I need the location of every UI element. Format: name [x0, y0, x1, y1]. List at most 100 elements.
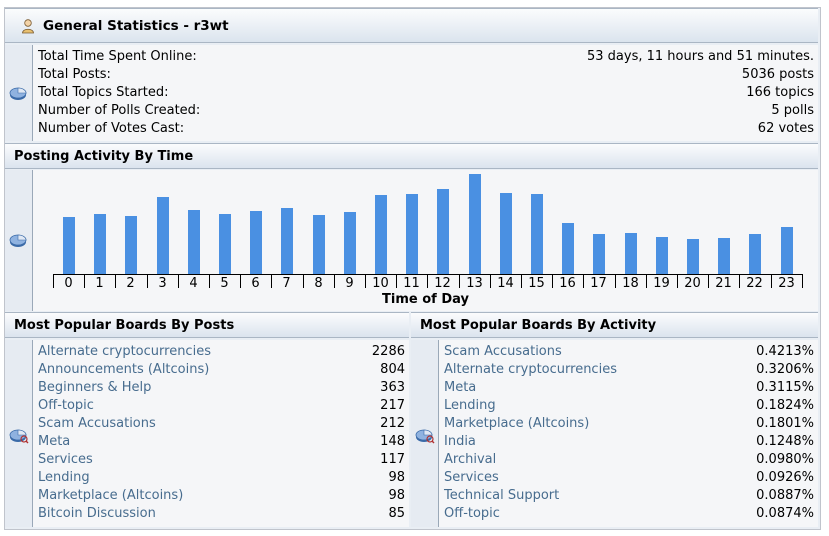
general-row: Number of Polls Created: 5 polls — [38, 102, 814, 120]
boards-activity-row: Scam Accusations 0.4213% — [444, 343, 814, 361]
chart-tick — [459, 274, 460, 288]
board-value: 0.1248% — [756, 434, 814, 449]
chart-bar — [344, 212, 356, 274]
board-value: 117 — [380, 452, 405, 467]
boards-by-posts-title: Most Popular Boards By Posts — [14, 318, 235, 333]
posting-activity-chart: 0 1 2 3 4 5 6 7 8 9 10 11 12 13 14 15 16 17 18 19 20 21 22 23 — [33, 170, 818, 311]
chart-bar — [281, 208, 293, 274]
board-link[interactable]: Marketplace (Altcoins) — [38, 488, 184, 503]
chart-bar — [718, 238, 730, 274]
chart-bar — [250, 211, 262, 274]
boards-posts-row: Alternate cryptocurrencies 2286 — [38, 343, 405, 361]
board-value: 0.0980% — [756, 452, 814, 467]
chart-x-tick-label: 4 — [189, 276, 198, 291]
board-value: 217 — [380, 398, 405, 413]
board-link[interactable]: Alternate cryptocurrencies — [38, 344, 211, 359]
chart-x-tick-label: 6 — [251, 276, 260, 291]
chart-bar — [406, 194, 418, 274]
boards-activity-row: Alternate cryptocurrencies 0.3206% — [444, 361, 814, 379]
posting-activity-panel: 0 1 2 3 4 5 6 7 8 9 10 11 12 13 14 15 16 17 18 19 20 21 22 23 T… — [33, 170, 818, 311]
chart-bar — [625, 233, 637, 274]
chart-tick — [802, 274, 803, 288]
chart-tick — [147, 274, 148, 288]
activity-boards-icon-column — [411, 340, 439, 527]
board-link[interactable]: Scam Accusations — [444, 344, 562, 359]
chart-bar — [94, 214, 106, 274]
general-row: Total Posts: 5036 posts — [38, 66, 814, 84]
chart-x-tick-label: 21 — [715, 276, 732, 291]
board-link[interactable]: Services — [444, 470, 499, 485]
chart-bar — [593, 234, 605, 274]
chart-tick — [739, 274, 740, 288]
board-link[interactable]: Services — [38, 452, 93, 467]
board-link[interactable]: Marketplace (Altcoins) — [444, 416, 590, 431]
boards-by-activity-panel: Scam Accusations 0.4213% Alternate cryptoc… — [439, 340, 818, 527]
chart-x-tick-label: 10 — [372, 276, 389, 291]
chart-tick — [303, 274, 304, 288]
boards-by-activity-header: Most Popular Boards By Activity — [411, 312, 818, 338]
stat-label: Total Posts: — [38, 67, 111, 82]
chart-x-tick-label: 20 — [684, 276, 701, 291]
general-statistics-title: General Statistics - r3wt — [43, 18, 229, 34]
chart-tick — [521, 274, 522, 288]
pie-chart-icon — [415, 426, 435, 448]
chart-tick — [209, 274, 210, 288]
board-link[interactable]: Meta — [444, 380, 477, 395]
chart-bar — [781, 227, 793, 274]
board-value: 0.0874% — [756, 506, 814, 521]
chart-tick — [271, 274, 272, 288]
chart-x-tick-label: 13 — [466, 276, 483, 291]
chart-tick — [552, 274, 553, 288]
boards-posts-row: Marketplace (Altcoins) 98 — [38, 487, 405, 505]
board-link[interactable]: Beginners & Help — [38, 380, 152, 395]
board-value: 148 — [380, 434, 405, 449]
chart-bar — [656, 237, 668, 274]
board-link[interactable]: Archival — [444, 452, 497, 467]
pie-chart-icon — [9, 85, 27, 105]
board-link[interactable]: Technical Support — [444, 488, 560, 503]
chart-x-tick-label: 23 — [778, 276, 795, 291]
board-link[interactable]: India — [444, 434, 476, 449]
general-icon-column — [5, 45, 33, 141]
chart-x-tick-label: 12 — [434, 276, 451, 291]
boards-activity-row: Marketplace (Altcoins) 0.1801% — [444, 415, 814, 433]
posting-activity-title: Posting Activity By Time — [14, 149, 194, 164]
chart-tick — [615, 274, 616, 288]
chart-bar — [219, 214, 231, 274]
posting-activity-header: Posting Activity By Time — [5, 143, 818, 169]
board-link[interactable]: Alternate cryptocurrencies — [444, 362, 617, 377]
chart-tick — [677, 274, 678, 288]
board-link[interactable]: Meta — [38, 434, 71, 449]
board-link[interactable]: Lending — [38, 470, 90, 485]
chart-x-tick-label: 1 — [95, 276, 104, 291]
chart-x-tick-label: 9 — [345, 276, 354, 291]
chart-tick — [708, 274, 709, 288]
chart-x-tick-label: 0 — [64, 276, 73, 291]
chart-x-tick-label: 22 — [746, 276, 763, 291]
board-link[interactable]: Off-topic — [444, 506, 500, 521]
chart-tick — [646, 274, 647, 288]
board-value: 98 — [388, 470, 405, 485]
chart-tick — [240, 274, 241, 288]
stat-value: 166 topics — [746, 85, 814, 100]
board-link[interactable]: Off-topic — [38, 398, 94, 413]
chart-bar — [188, 210, 200, 274]
board-value: 0.0926% — [756, 470, 814, 485]
boards-posts-row: Meta 148 — [38, 433, 405, 451]
board-value: 0.3206% — [756, 362, 814, 377]
board-link[interactable]: Bitcoin Discussion — [38, 506, 156, 521]
chart-x-tick-label: 17 — [590, 276, 607, 291]
board-link[interactable]: Lending — [444, 398, 496, 413]
chart-tick — [334, 274, 335, 288]
board-link[interactable]: Scam Accusations — [38, 416, 156, 431]
stat-value: 62 votes — [757, 121, 814, 136]
chart-x-tick-label: 15 — [528, 276, 545, 291]
chart-x-tick-label: 5 — [220, 276, 229, 291]
chart-xlabel: Time of Day — [382, 292, 469, 307]
stat-value: 5036 posts — [741, 67, 814, 82]
chart-x-tick-label: 14 — [497, 276, 514, 291]
posts-icon-column — [5, 340, 33, 527]
chart-bar — [500, 193, 512, 274]
boards-posts-row: Beginners & Help 363 — [38, 379, 405, 397]
board-link[interactable]: Announcements (Altcoins) — [38, 362, 210, 377]
